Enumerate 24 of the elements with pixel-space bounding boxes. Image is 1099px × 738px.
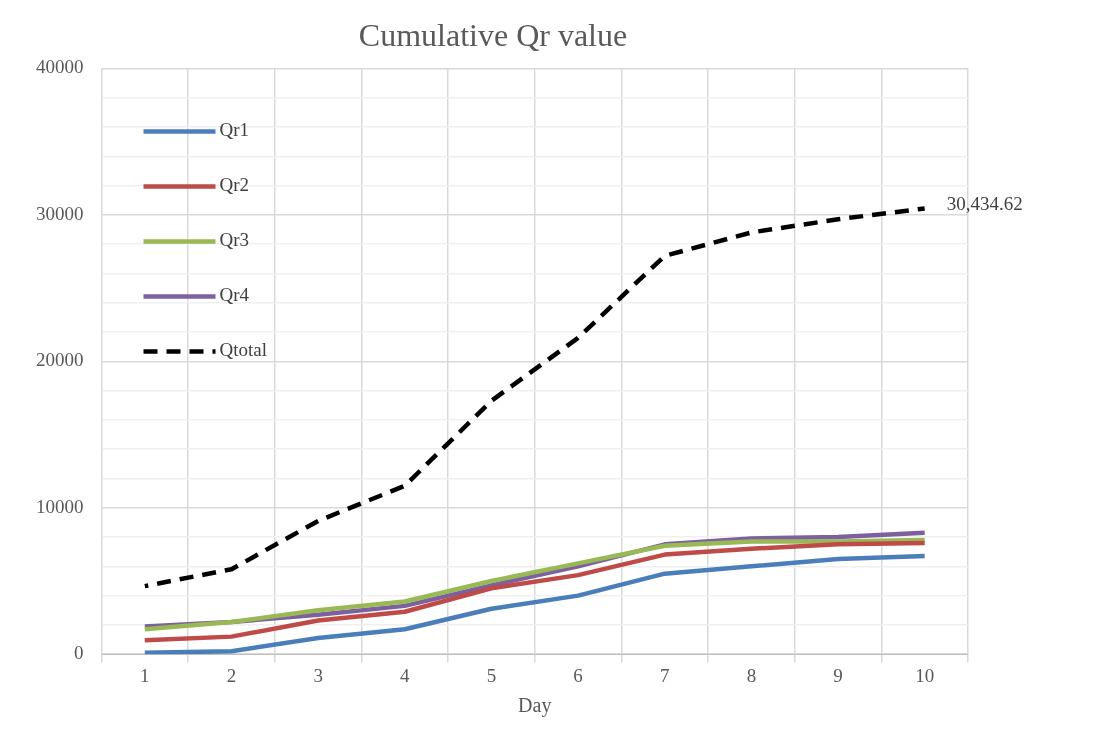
x-tick-label: 3 [313,664,323,686]
x-axis-title: Day [518,694,552,718]
legend-label: Qr3 [219,229,250,251]
x-tick-label: 2 [226,664,237,686]
legend-label: Qr2 [219,174,250,196]
y-tick-label: 0 [74,642,84,664]
data-label: 30,434.62 [946,193,1023,215]
y-tick-label: 10000 [36,495,84,517]
legend-label: Qr4 [219,284,250,306]
legend-label: Qr1 [219,119,250,141]
x-tick-label: 1 [140,664,150,686]
chart-title: Cumulative Qr value [358,16,628,53]
x-tick-label: 8 [746,664,757,686]
y-tick-label: 30000 [36,202,84,224]
x-tick-label: 5 [486,664,497,686]
y-tick-label: 20000 [36,349,84,371]
line-series [142,206,927,589]
x-tick-label: 7 [659,664,670,686]
x-tick-label: 9 [833,664,843,686]
x-tick-label: 4 [400,664,411,686]
x-tick-label: 6 [573,664,583,686]
x-tick-label: 10 [915,664,935,686]
legend-label: Qtotal [219,339,267,361]
y-tick-label: 40000 [36,56,84,78]
